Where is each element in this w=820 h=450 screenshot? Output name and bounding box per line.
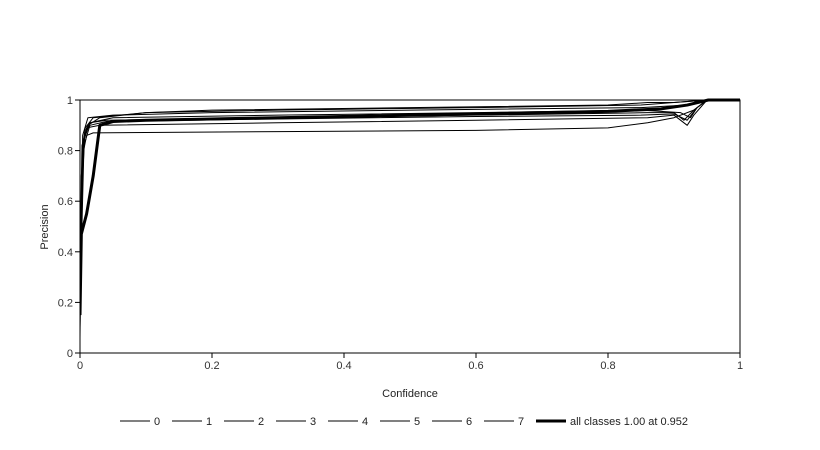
legend-label: 5 <box>414 416 420 428</box>
x-tick-label: 1 <box>737 360 743 372</box>
legend-label: 2 <box>258 416 264 428</box>
y-tick-label: 0.6 <box>58 196 73 208</box>
series-line-6 <box>80 99 740 338</box>
series-line-2 <box>80 99 740 278</box>
y-tick-label: 0.2 <box>58 297 73 309</box>
x-tick-label: 0.2 <box>204 360 219 372</box>
x-tick-label: 0.6 <box>468 360 483 372</box>
series-line-7 <box>80 99 740 303</box>
plot-frame <box>79 99 741 354</box>
series-layer <box>80 98 740 338</box>
legend-label: all classes 1.00 at 0.952 <box>570 416 688 428</box>
legend-item-4[interactable]: 4 <box>328 416 368 428</box>
series-line-3 <box>80 99 740 328</box>
legend-label: 0 <box>154 416 160 428</box>
x-axis: 0 0.2 0.4 0.6 0.8 1 <box>77 353 743 372</box>
x-tick-label: 0.4 <box>336 360 351 372</box>
legend-label: 7 <box>518 416 524 428</box>
legend-label: 1 <box>206 416 212 428</box>
legend-label: 3 <box>310 416 316 428</box>
legend-item-0[interactable]: 0 <box>120 416 160 428</box>
y-axis: 0 0.2 0.4 0.6 0.8 1 <box>58 95 80 360</box>
y-tick-label: 0.8 <box>58 146 73 158</box>
legend-item-1[interactable]: 1 <box>172 416 212 428</box>
series-line-all-classes <box>80 98 740 316</box>
legend-item-3[interactable]: 3 <box>276 416 316 428</box>
legend-item-5[interactable]: 5 <box>380 416 420 428</box>
y-axis-title: Precision <box>39 204 51 249</box>
legend-item-all-classes[interactable]: all classes 1.00 at 0.952 <box>536 416 688 428</box>
legend-label: 6 <box>466 416 472 428</box>
series-line-4 <box>80 99 740 252</box>
legend-label: 4 <box>362 416 368 428</box>
legend-item-7[interactable]: 7 <box>484 416 524 428</box>
y-tick-label: 0.4 <box>58 247 73 259</box>
x-tick-label: 0 <box>77 360 83 372</box>
x-axis-title: Confidence <box>382 388 438 400</box>
y-tick-label: 0 <box>67 348 73 360</box>
legend: 0 1 2 3 4 5 6 7 all classes 1.00 at 0.952 <box>120 416 688 428</box>
x-tick-label: 0.8 <box>600 360 615 372</box>
legend-item-6[interactable]: 6 <box>432 416 472 428</box>
legend-item-2[interactable]: 2 <box>224 416 264 428</box>
y-tick-label: 1 <box>67 95 73 107</box>
series-line-0 <box>80 99 740 328</box>
